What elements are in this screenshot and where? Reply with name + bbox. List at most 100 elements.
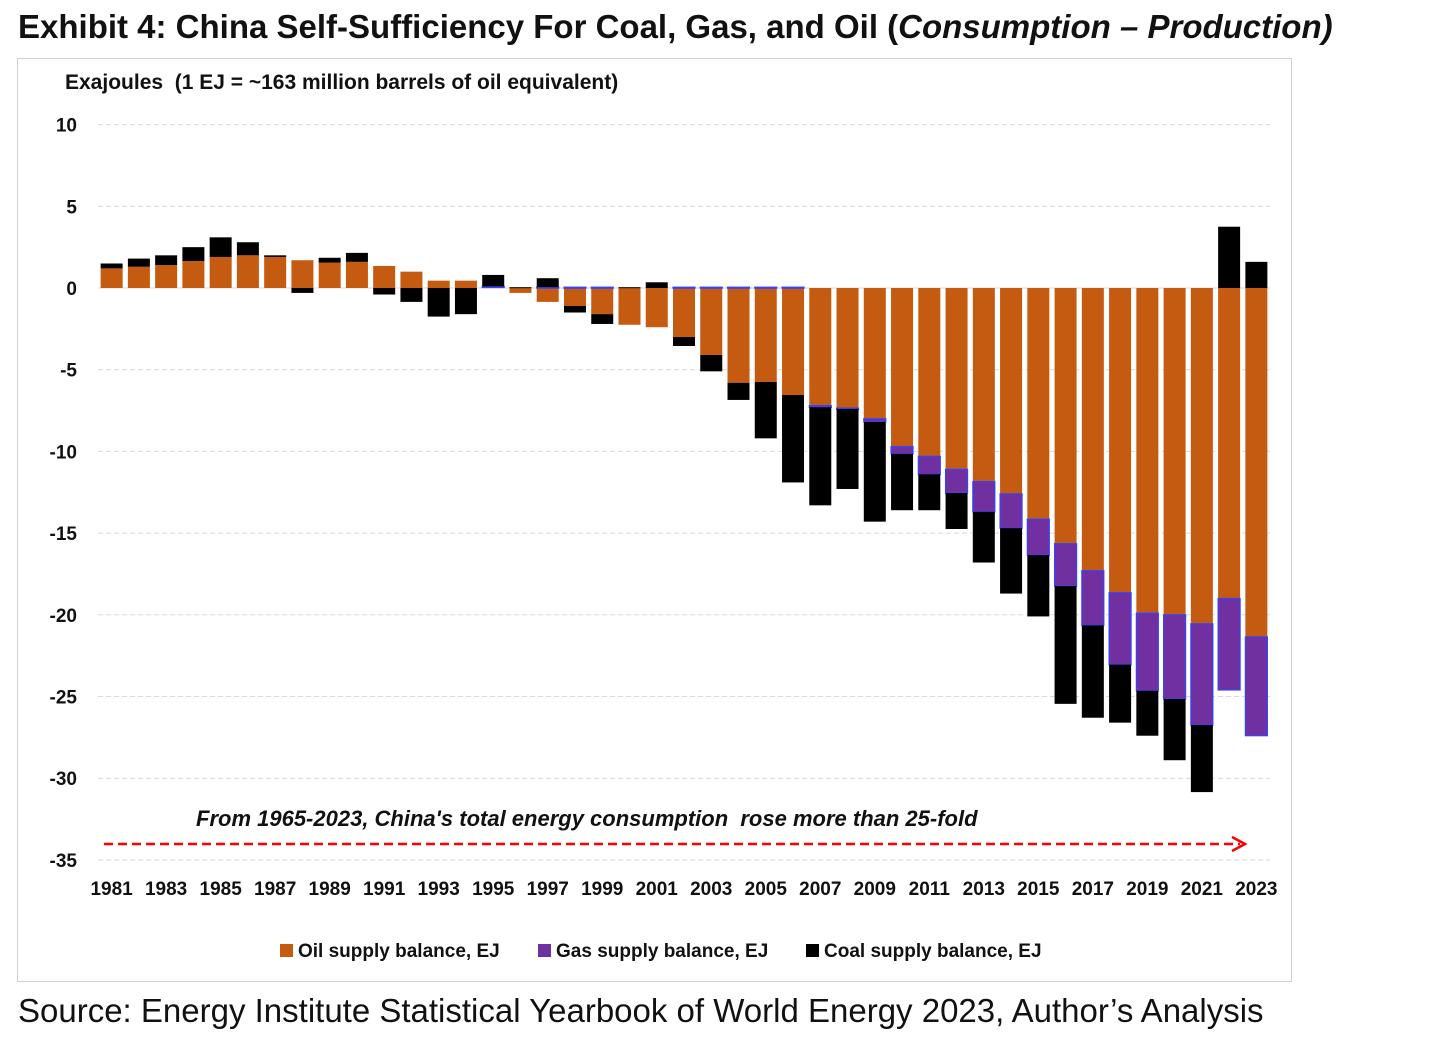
annotation: From 1965-2023, China's total energy con… [196,806,978,831]
x-tick-label: 2013 [963,879,1005,900]
coal-bar [454,288,477,315]
oil-bar [945,288,968,470]
coal-bar [673,337,695,347]
gas-bar [1217,597,1241,691]
coal-bar [645,282,668,288]
coal-bar [945,493,968,530]
oil-bar [1190,288,1213,624]
coal-bar [345,252,368,262]
gas-bar [590,286,614,289]
oil-bar [700,288,723,355]
gas-bar [1053,543,1078,587]
gas-bar [1163,614,1187,700]
oil-bar [972,288,995,482]
x-tick-label: 1987 [254,879,296,900]
chart-frame [17,58,1292,982]
gas-bar [1190,623,1214,726]
coal-bar [1136,690,1159,736]
legend-swatch [806,944,819,957]
x-tick-label: 2021 [1181,879,1224,900]
legend-label: Coal supply balance, EJ [824,941,1042,962]
x-tick-label: 1995 [472,879,515,900]
oil-bar [1000,288,1023,494]
oil-bar [1245,288,1268,637]
oil-bar [536,288,559,302]
gas-bar [1081,570,1105,627]
x-tick-label: 1991 [363,879,406,900]
gas-bar [944,468,969,494]
x-tick-label: 2001 [636,879,679,900]
x-tick-label: 1993 [418,879,460,900]
coal-bar [209,237,232,257]
coal-bar [182,247,205,262]
coal-bar [591,314,614,324]
gas-bar [481,285,505,288]
gas-bar [1135,612,1159,692]
x-tick-label: 2005 [745,879,788,900]
oil-bar [1054,288,1077,544]
coal-bar [727,382,750,400]
oil-bar [155,265,178,288]
y-tick-label: -30 [50,769,77,790]
y-tick-label: -10 [50,442,77,463]
coal-bar [400,288,423,302]
coal-bar [264,255,287,257]
coal-bar [563,305,586,313]
coal-bar [482,274,505,287]
coal-bar [891,453,914,511]
title-main: Exhibit 4: China Self-Sufficiency For Co… [18,8,899,45]
coal-bar [127,258,150,267]
y-tick-label: -25 [50,688,78,709]
oil-bar [891,288,914,447]
coal-bar [863,421,886,522]
coal-bar [918,474,941,511]
coal-bar [836,408,859,489]
coal-bar [236,242,259,256]
y-tick-label: -15 [50,524,78,545]
y-tick-label: -35 [50,851,78,872]
oil-bar [782,288,805,396]
coal-bar [1218,226,1241,288]
gas-bar [563,286,587,289]
oil-bar [618,288,641,325]
gas-bar [972,481,996,513]
x-tick-label: 1983 [145,879,187,900]
oil-bar [809,288,832,406]
oil-bar [127,266,150,288]
gas-bar [781,286,805,289]
gas-bar [1244,636,1268,737]
oil-bar [509,288,532,293]
coal-bar [1027,555,1050,617]
x-tick-label: 2007 [799,879,841,900]
oil-bar [318,262,341,288]
coal-bar [972,511,995,563]
oil-bar [1163,288,1186,615]
page-title: Exhibit 4: China Self-Sufficiency For Co… [18,8,1333,46]
x-tick-label: 1985 [200,879,243,900]
y-tick-label: 10 [56,116,77,137]
gas-bar [726,286,751,289]
oil-bar [591,288,614,315]
coal-bar [1245,261,1268,288]
y-tick-label: -20 [50,606,77,627]
oil-bar [454,280,477,288]
oil-bar [182,261,205,288]
gas-bar [808,405,832,408]
gas-bar [699,286,723,289]
oil-bar [264,256,287,288]
coal-bar [291,288,314,293]
gas-bar [999,493,1023,529]
coal-bar [1054,586,1077,704]
oil-bar [100,268,123,288]
oil-bar [1136,288,1159,614]
legend-label: Gas supply balance, EJ [556,941,768,962]
coal-bar [318,257,341,263]
oil-bar [563,288,586,306]
coal-bar [754,381,777,439]
gas-bar [863,418,887,423]
coal-bar [782,395,805,483]
oil-bar [1109,288,1132,593]
oil-bar [727,288,750,383]
oil-bar [291,260,314,288]
